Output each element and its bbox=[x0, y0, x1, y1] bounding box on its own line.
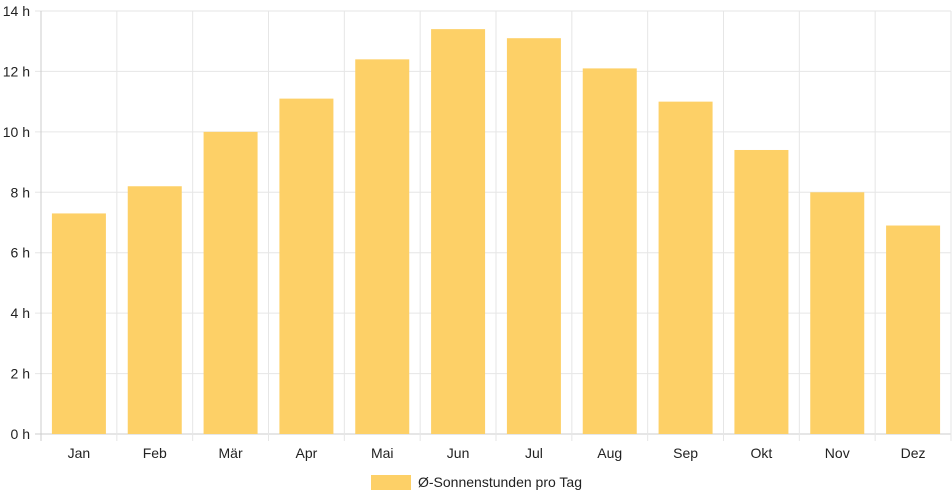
x-tick-label: Aug bbox=[597, 445, 622, 461]
y-tick-label: 14 h bbox=[3, 3, 30, 19]
bar-Okt[interactable] bbox=[734, 149, 789, 434]
bar-Mai[interactable] bbox=[355, 59, 410, 434]
y-tick-label: 2 h bbox=[11, 366, 30, 382]
x-tick-label: Jun bbox=[447, 445, 470, 461]
grid bbox=[35, 10, 952, 441]
y-tick-label: 10 h bbox=[3, 124, 30, 140]
x-tick-label: Okt bbox=[751, 445, 773, 461]
y-tick-label: 4 h bbox=[11, 305, 30, 321]
y-tick-label: 12 h bbox=[3, 63, 30, 79]
y-tick-label: 8 h bbox=[11, 184, 30, 200]
bar-Dez[interactable] bbox=[886, 225, 941, 434]
bars bbox=[51, 29, 941, 435]
x-tick-label: Apr bbox=[296, 445, 318, 461]
y-tick-label: 6 h bbox=[11, 245, 30, 261]
x-axis: Jan Feb Mär Apr Mai Jun Jul Aug Sep Okt Nov Dez bbox=[68, 445, 926, 461]
x-tick-label: Jan bbox=[68, 445, 91, 461]
bar-Mär[interactable] bbox=[203, 131, 258, 434]
bar-Feb[interactable] bbox=[127, 186, 182, 434]
bar-Nov[interactable] bbox=[810, 192, 865, 434]
legend-label[interactable]: Ø-Sonnenstunden pro Tag bbox=[418, 474, 582, 490]
x-tick-label: Mär bbox=[219, 445, 243, 461]
legend-swatch[interactable] bbox=[371, 475, 411, 490]
y-axis: 0 h 2 h 4 h 6 h 8 h 10 h 12 h 14 h bbox=[3, 3, 30, 442]
bar-Sep[interactable] bbox=[658, 101, 713, 435]
bar-Apr[interactable] bbox=[279, 98, 334, 434]
x-tick-label: Nov bbox=[825, 445, 850, 461]
bar-Jun[interactable] bbox=[431, 29, 486, 434]
bar-Aug[interactable] bbox=[582, 68, 637, 435]
legend[interactable]: Ø-Sonnenstunden pro Tag bbox=[371, 474, 582, 490]
bar-Jan[interactable] bbox=[51, 213, 106, 434]
y-tick-label: 0 h bbox=[11, 426, 30, 442]
x-tick-label: Mai bbox=[371, 445, 394, 461]
x-tick-label: Jul bbox=[525, 445, 543, 461]
bar-Jul[interactable] bbox=[506, 38, 561, 434]
x-tick-label: Feb bbox=[143, 445, 167, 461]
x-tick-label: Dez bbox=[901, 445, 926, 461]
x-tick-label: Sep bbox=[673, 445, 698, 461]
